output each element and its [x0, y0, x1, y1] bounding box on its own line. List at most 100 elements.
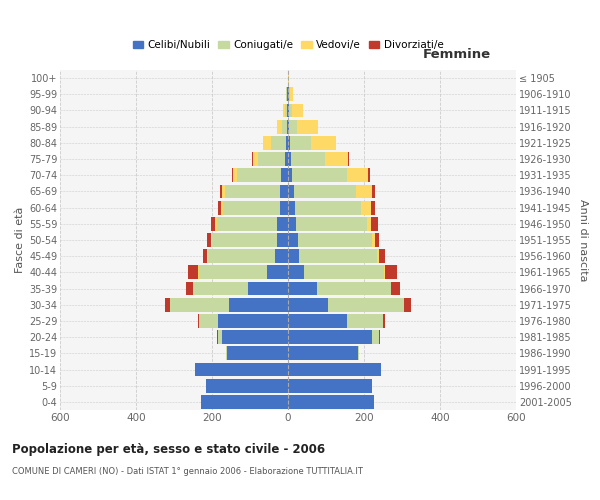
- Bar: [218, 330, 221, 344]
- Bar: [288, 88, 289, 101]
- Bar: [383, 314, 385, 328]
- Bar: [298, 233, 371, 247]
- Bar: [275, 250, 288, 263]
- Bar: [221, 184, 224, 198]
- Bar: [198, 266, 199, 280]
- Bar: [208, 250, 275, 263]
- Bar: [285, 152, 288, 166]
- Bar: [317, 282, 391, 296]
- Bar: [259, 152, 285, 166]
- Bar: [348, 152, 349, 166]
- Bar: [288, 282, 317, 296]
- Bar: [361, 200, 371, 214]
- Bar: [200, 395, 288, 409]
- Bar: [328, 298, 404, 312]
- Bar: [288, 298, 328, 312]
- Bar: [292, 168, 347, 182]
- Bar: [288, 395, 373, 409]
- Bar: [287, 88, 288, 101]
- Bar: [286, 104, 287, 118]
- Bar: [271, 136, 286, 149]
- Bar: [267, 266, 288, 280]
- Bar: [368, 168, 370, 182]
- Bar: [291, 152, 325, 166]
- Bar: [371, 184, 376, 198]
- Bar: [288, 136, 290, 149]
- Bar: [288, 120, 289, 134]
- Bar: [251, 152, 253, 166]
- Text: Popolazione per età, sesso e stato civile - 2006: Popolazione per età, sesso e stato civil…: [12, 442, 325, 456]
- Bar: [288, 71, 289, 85]
- Bar: [288, 346, 358, 360]
- Bar: [288, 330, 371, 344]
- Bar: [188, 266, 198, 280]
- Bar: [289, 88, 290, 101]
- Bar: [287, 104, 288, 118]
- Bar: [379, 330, 380, 344]
- Bar: [297, 120, 317, 134]
- Bar: [288, 217, 296, 230]
- Bar: [211, 217, 215, 230]
- Bar: [296, 217, 367, 230]
- Bar: [371, 200, 376, 214]
- Bar: [199, 314, 218, 328]
- Bar: [277, 233, 288, 247]
- Bar: [233, 168, 238, 182]
- Text: COMUNE DI CAMERI (NO) - Dati ISTAT 1° gennaio 2006 - Elaborazione TUTTITALIA.IT: COMUNE DI CAMERI (NO) - Dati ISTAT 1° ge…: [12, 468, 363, 476]
- Bar: [288, 379, 371, 392]
- Bar: [280, 184, 288, 198]
- Bar: [223, 200, 280, 214]
- Bar: [226, 346, 227, 360]
- Bar: [311, 136, 335, 149]
- Bar: [211, 233, 212, 247]
- Bar: [325, 152, 348, 166]
- Bar: [288, 168, 292, 182]
- Bar: [287, 120, 288, 134]
- Bar: [283, 120, 287, 134]
- Y-axis label: Fasce di età: Fasce di età: [14, 207, 25, 273]
- Bar: [288, 250, 299, 263]
- Bar: [207, 233, 211, 247]
- Bar: [289, 104, 292, 118]
- Bar: [288, 152, 291, 166]
- Bar: [165, 298, 170, 312]
- Bar: [198, 314, 199, 328]
- Bar: [288, 266, 304, 280]
- Bar: [186, 282, 193, 296]
- Bar: [229, 298, 288, 312]
- Bar: [377, 250, 379, 263]
- Bar: [371, 330, 379, 344]
- Bar: [288, 362, 381, 376]
- Bar: [367, 217, 371, 230]
- Bar: [404, 298, 411, 312]
- Bar: [193, 282, 248, 296]
- Bar: [294, 184, 356, 198]
- Bar: [347, 314, 383, 328]
- Bar: [224, 184, 280, 198]
- Bar: [221, 330, 288, 344]
- Bar: [374, 233, 379, 247]
- Bar: [195, 362, 288, 376]
- Bar: [288, 200, 295, 214]
- Bar: [238, 168, 281, 182]
- Bar: [384, 266, 385, 280]
- Bar: [286, 88, 287, 101]
- Bar: [206, 379, 288, 392]
- Bar: [217, 217, 277, 230]
- Bar: [263, 136, 271, 149]
- Bar: [288, 233, 298, 247]
- Bar: [304, 266, 384, 280]
- Bar: [203, 250, 208, 263]
- Y-axis label: Anni di nascita: Anni di nascita: [578, 198, 589, 281]
- Bar: [215, 217, 217, 230]
- Bar: [232, 168, 233, 182]
- Bar: [199, 266, 267, 280]
- Bar: [371, 217, 378, 230]
- Bar: [286, 136, 288, 149]
- Bar: [288, 314, 347, 328]
- Bar: [391, 282, 400, 296]
- Bar: [170, 298, 229, 312]
- Bar: [281, 168, 288, 182]
- Bar: [218, 314, 288, 328]
- Bar: [277, 120, 283, 134]
